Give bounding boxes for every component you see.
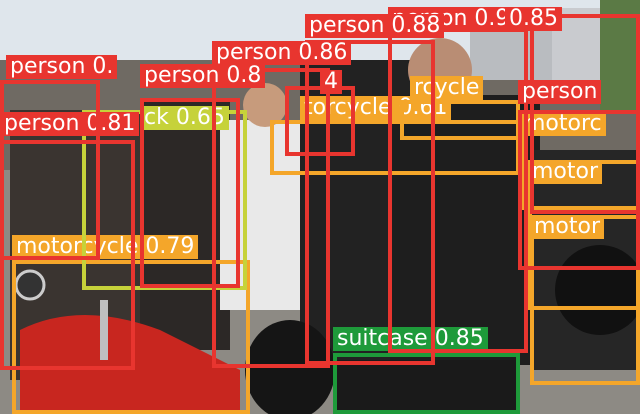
person-bounding-box [285, 86, 355, 156]
person-bounding-box [140, 98, 240, 288]
person-detection-label: person 0.86 [212, 41, 352, 65]
person-bounding-box [305, 40, 435, 365]
motorcycle-detection-label: motor [528, 160, 603, 184]
suitcase-detection-label: suitcase 0.85 [333, 327, 488, 351]
person-bounding-box [212, 68, 330, 368]
person-detection-label: 0.85 [505, 7, 562, 31]
suitcase-bounding-box [333, 353, 520, 414]
person-bounding-box [0, 80, 100, 260]
motorcycle-detection-label: motor [530, 215, 605, 239]
person-detection-label: person 0. [6, 55, 118, 79]
motorcycle-detection-label: motorc [520, 112, 606, 136]
person-detection-label: person 0.81 [0, 112, 140, 136]
motorcycle-detection-label: motorcycle 0.79 [12, 235, 199, 259]
person-detection-label: person 0.88 [305, 14, 445, 38]
motorcycle-detection-label: rcycle [410, 76, 484, 100]
person-detection-label: person [518, 80, 602, 104]
backpack-detection-label: ck 0.65 [140, 106, 229, 130]
person-detection-label: 4 [320, 70, 342, 94]
person-detection-label: person 0.8 [140, 64, 266, 88]
person-bounding-box [518, 110, 640, 270]
